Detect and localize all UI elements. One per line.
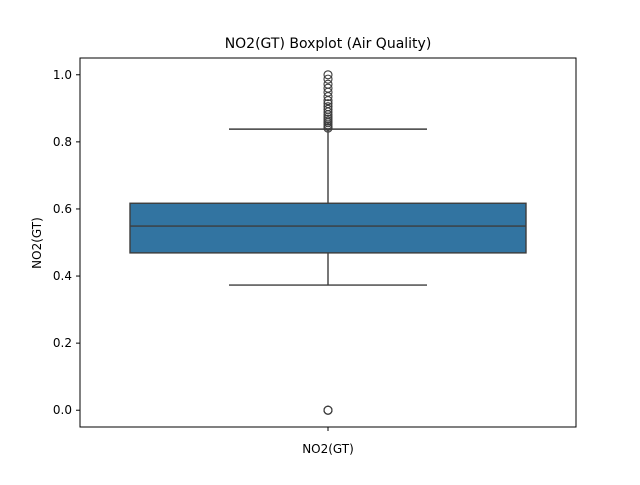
y-axis: 0.0 0.2 0.4 0.6 0.8 1.0 bbox=[53, 68, 80, 417]
y-axis-label: NO2(GT) bbox=[30, 217, 44, 269]
y-tick-label: 0.4 bbox=[53, 269, 72, 283]
x-axis: NO2(GT) bbox=[302, 427, 354, 456]
plot-area bbox=[129, 70, 527, 415]
y-tick-label: 0.0 bbox=[53, 403, 72, 417]
outlier-point bbox=[323, 70, 333, 80]
chart-title: NO2(GT) Boxplot (Air Quality) bbox=[225, 36, 432, 52]
outlier-point bbox=[323, 79, 333, 89]
y-tick-label: 0.8 bbox=[53, 135, 72, 149]
outlier-point bbox=[323, 405, 333, 415]
outlier-point bbox=[323, 104, 333, 114]
iqr-box bbox=[129, 202, 527, 254]
y-tick-label: 1.0 bbox=[53, 68, 72, 82]
y-tick-label: 0.6 bbox=[53, 202, 72, 216]
outlier-point bbox=[323, 74, 333, 84]
outlier-point bbox=[323, 83, 333, 93]
y-tick-label: 0.2 bbox=[53, 336, 72, 350]
x-tick-label: NO2(GT) bbox=[302, 442, 354, 456]
outlier-point bbox=[323, 99, 333, 109]
outlier-point bbox=[323, 102, 333, 112]
